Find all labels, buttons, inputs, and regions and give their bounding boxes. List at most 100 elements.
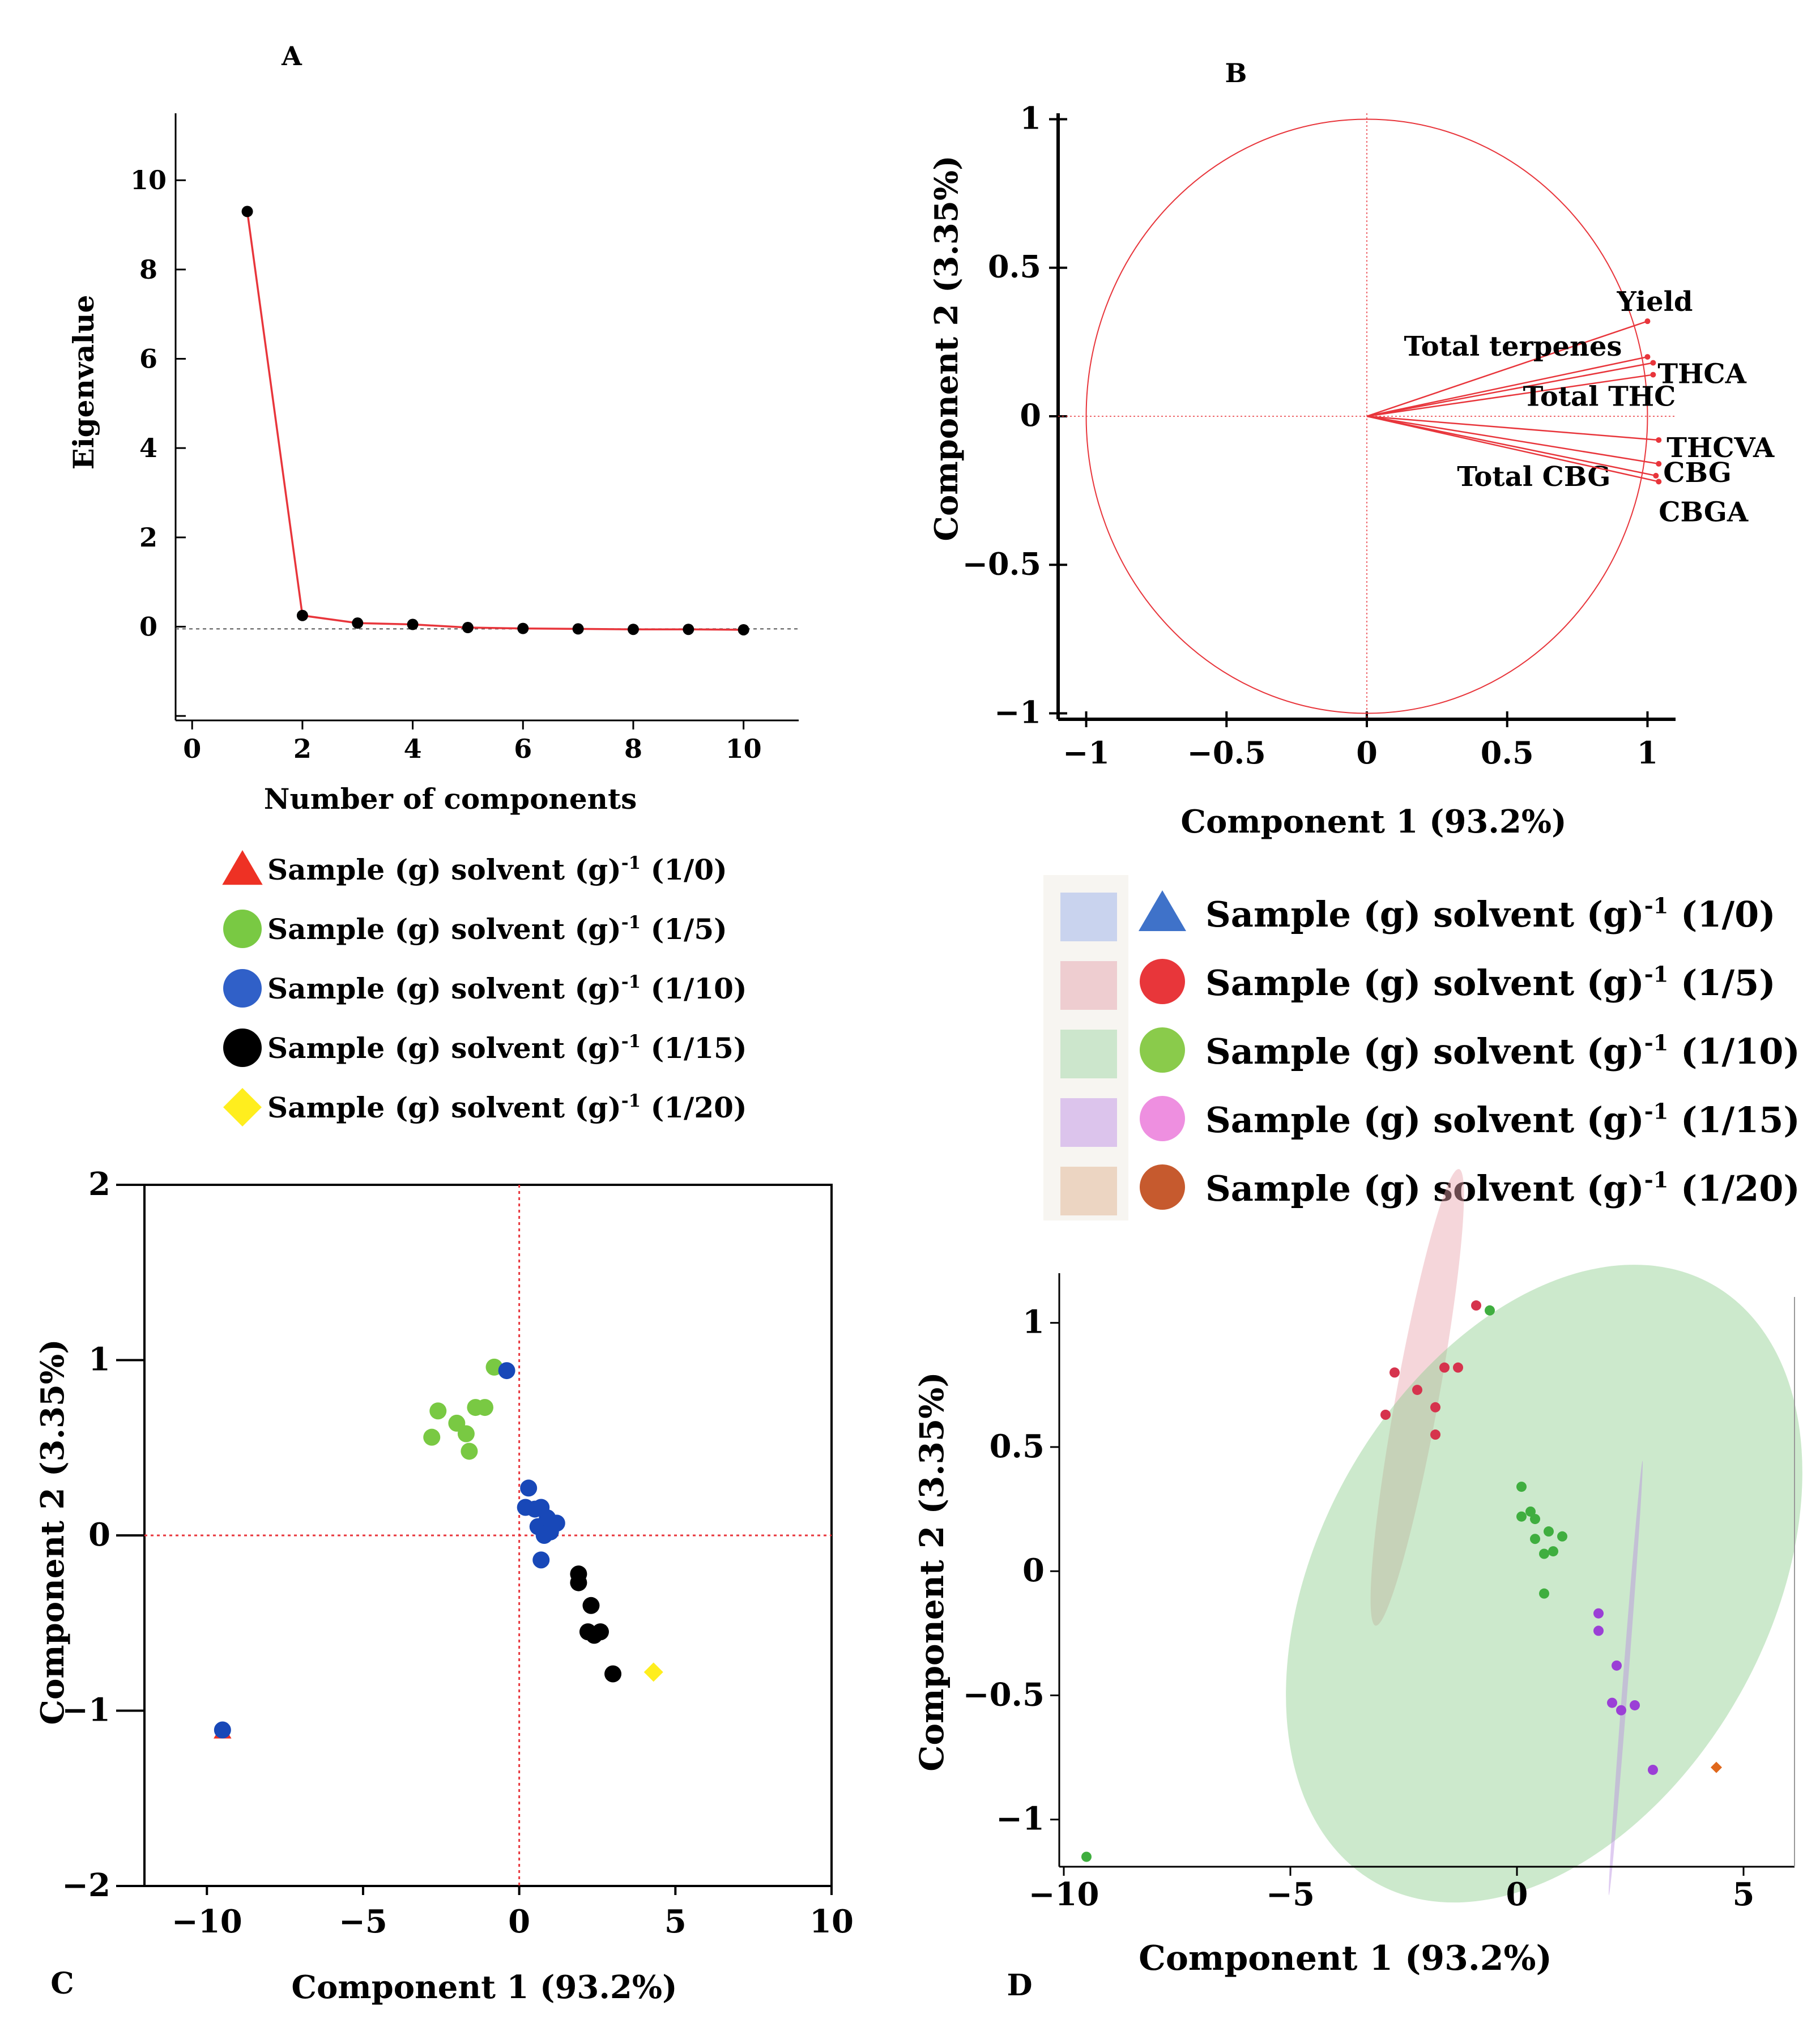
panel-d-confidence-ellipse-1 bbox=[1286, 1265, 1802, 1903]
panel-b-vector-label: Total terpenes bbox=[1404, 331, 1622, 362]
panel-c-y-tick-label: 2 bbox=[88, 1166, 110, 1203]
panel-d-point-series-2 bbox=[1612, 1660, 1622, 1671]
panel-a-point bbox=[738, 624, 749, 635]
panel-a-x-tick-label: 2 bbox=[293, 733, 312, 764]
panel-b-x-tick-label: 0 bbox=[1356, 735, 1378, 771]
panel-c-x-tick-label: −10 bbox=[172, 1903, 242, 1940]
panel-a-x-tick-label: 0 bbox=[183, 733, 201, 764]
panel-c-y-tick-label: −1 bbox=[62, 1692, 110, 1729]
panel-a-x-tick-label: 6 bbox=[514, 733, 532, 764]
panel-b-y-label: Component 2 (3.35%) bbox=[928, 155, 965, 541]
legend-d-label-0: Sample (g) solvent (g)-1 (1/0) bbox=[1205, 893, 1776, 935]
panel-d-point-series-1 bbox=[1516, 1482, 1527, 1492]
panel-b-x-tick-label: 0.5 bbox=[1481, 735, 1534, 771]
legend-d-marker-2 bbox=[1140, 1027, 1185, 1073]
panel-d-confidence-ellipse-2 bbox=[1608, 1461, 1643, 1896]
panel-c-point-series-3 bbox=[591, 1623, 609, 1641]
panel-d-point-series-1 bbox=[1530, 1534, 1540, 1544]
panel-b-loading-point bbox=[1650, 360, 1656, 366]
panel-c-x-tick-label: 5 bbox=[664, 1903, 687, 1940]
panel-a-y-tick-label: 6 bbox=[139, 344, 157, 374]
panel-c-point-series-3 bbox=[582, 1597, 600, 1614]
panel-b-loading-vector bbox=[1366, 362, 1653, 417]
panel-b-y-tick-label: −0.5 bbox=[962, 545, 1041, 582]
panel-c-x-tick-label: −5 bbox=[339, 1903, 387, 1940]
panel-b-loading-vector bbox=[1366, 415, 1659, 465]
panel-b-y-tick-label: 0.5 bbox=[988, 249, 1041, 285]
panel-a-point bbox=[462, 622, 474, 634]
panel-b-loading-vector bbox=[1366, 374, 1653, 417]
panel-c-point-series-1 bbox=[429, 1402, 447, 1420]
panel-c-x-label: Component 1 (93.2%) bbox=[291, 1969, 677, 2006]
panel-b-loading-point bbox=[1656, 437, 1662, 443]
panel-d-point-series-1 bbox=[1557, 1531, 1567, 1542]
panel-d-point-series-0 bbox=[1380, 1409, 1391, 1420]
legend-ac-label-1: Sample (g) solvent (g)-1 (1/5) bbox=[267, 912, 727, 946]
panel-a-y-tick-label: 0 bbox=[139, 611, 157, 642]
panel-d-point-series-2 bbox=[1616, 1705, 1626, 1716]
panel-d-point-series-2 bbox=[1607, 1697, 1617, 1708]
panel-d-title: D bbox=[1007, 1968, 1032, 2003]
panel-c-point-series-2 bbox=[214, 1721, 231, 1739]
panel-c-point-series-2 bbox=[498, 1362, 515, 1380]
panel-b-y-tick-label: 1 bbox=[1020, 100, 1041, 136]
panel-b-vector-label: Total CBG bbox=[1457, 461, 1610, 493]
legend-panel-d: Sample (g) solvent (g)-1 (1/0) Sample (g)… bbox=[1043, 875, 1800, 1221]
panel-c-point-series-1 bbox=[461, 1443, 478, 1460]
panel-b-vector-label: THCVA bbox=[1666, 432, 1775, 464]
panel-b-loading-point bbox=[1656, 460, 1662, 467]
panel-b-loadings-circle: B −1 −0.5 0 0.5 1 −1 −0.5 0 0.5 1 Component 1 (93.2… bbox=[928, 58, 1775, 840]
panel-d-point-series-0 bbox=[1453, 1362, 1463, 1373]
panel-d-point-series-1 bbox=[1525, 1506, 1536, 1517]
panel-a-point bbox=[296, 609, 308, 621]
panel-d-point-series-1 bbox=[1530, 1514, 1540, 1525]
panel-b-vector-label: Total THC bbox=[1523, 381, 1676, 413]
panel-a-x-tick-label: 10 bbox=[726, 733, 762, 764]
panel-c-point-series-1 bbox=[476, 1399, 493, 1416]
panel-a-point bbox=[683, 624, 694, 635]
panel-b-x-tick-label: −1 bbox=[1063, 735, 1110, 771]
legend-ac-marker-0 bbox=[222, 850, 263, 885]
panel-d-point-series-1 bbox=[1081, 1851, 1092, 1862]
panel-d-score-plot-ellipses: −1 −0.5 0 0.5 1 −10 −5 0 5 Component 1 (93.2%) Com… bbox=[913, 1169, 1802, 2003]
panel-d-point-series-2 bbox=[1630, 1700, 1640, 1710]
panel-a-x-tick-label: 8 bbox=[624, 733, 642, 764]
panel-b-vector-label: CBGA bbox=[1659, 496, 1749, 528]
panel-d-point-series-1 bbox=[1539, 1548, 1549, 1559]
panel-b-loading-vector bbox=[1366, 320, 1648, 417]
panel-a-y-label: Eigenvalue bbox=[67, 295, 100, 470]
panel-d-point-series-0 bbox=[1430, 1402, 1440, 1413]
panel-d-x-tick-label: 0 bbox=[1506, 1876, 1528, 1913]
panel-b-loading-vector bbox=[1366, 415, 1659, 441]
legend-d-marker-4 bbox=[1140, 1164, 1185, 1210]
legend-ac-label-3: Sample (g) solvent (g)-1 (1/15) bbox=[267, 1031, 747, 1065]
legend-d-swatch-1 bbox=[1060, 961, 1117, 1010]
panel-c-point-series-1 bbox=[457, 1425, 475, 1443]
panel-d-point-series-3 bbox=[1711, 1761, 1722, 1773]
panel-a-eigenvalue-chart: A 0 2 4 6 8 10 0 2 4 6 8 10 Number of components Eigen… bbox=[67, 41, 799, 816]
panel-d-point-series-0 bbox=[1439, 1362, 1450, 1373]
legend-d-swatch-4 bbox=[1060, 1167, 1117, 1215]
legend-d-marker-1 bbox=[1140, 959, 1185, 1004]
panel-d-point-series-1 bbox=[1539, 1588, 1549, 1599]
panel-a-y-tick-label: 8 bbox=[139, 254, 157, 285]
panel-a-point bbox=[627, 624, 639, 635]
panel-b-vector-label: CBG bbox=[1663, 457, 1732, 489]
panel-c-point-series-4 bbox=[643, 1662, 663, 1682]
legend-ac-marker-4 bbox=[223, 1088, 262, 1126]
legend-ac-label-2: Sample (g) solvent (g)-1 (1/10) bbox=[267, 972, 747, 1005]
panel-c-x-tick-label: 10 bbox=[809, 1903, 854, 1940]
panel-b-loading-point bbox=[1644, 354, 1651, 360]
panel-b-loading-point bbox=[1653, 472, 1659, 479]
panel-b-loading-vector bbox=[1366, 415, 1656, 477]
legend-d-label-2: Sample (g) solvent (g)-1 (1/10) bbox=[1205, 1030, 1800, 1072]
panel-c-y-tick-label: −2 bbox=[62, 1867, 110, 1904]
panel-a-point bbox=[572, 623, 584, 635]
legend-d-label-4: Sample (g) solvent (g)-1 (1/20) bbox=[1205, 1167, 1800, 1209]
panel-d-y-tick-label: 1 bbox=[1022, 1304, 1045, 1341]
panel-d-y-tick-label: −1 bbox=[996, 1800, 1045, 1838]
panel-a-y-tick-label: 10 bbox=[130, 165, 167, 195]
panel-b-x-tick-label: −0.5 bbox=[1187, 735, 1266, 771]
panel-d-y-tick-label: −0.5 bbox=[963, 1676, 1045, 1713]
legend-d-marker-3 bbox=[1140, 1096, 1185, 1141]
